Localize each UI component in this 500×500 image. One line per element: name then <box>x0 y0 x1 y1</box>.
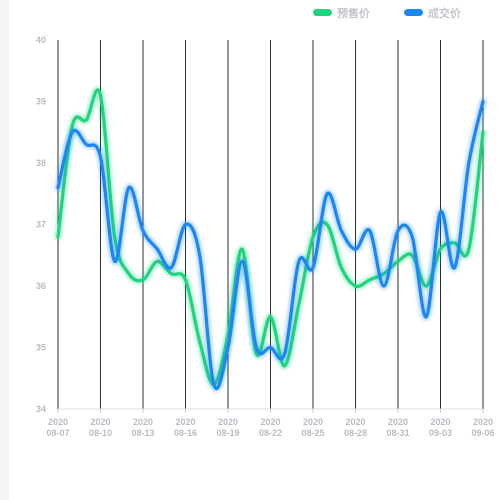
x-tick-year-6: 2020 <box>303 417 323 427</box>
x-tick-date-4: 08-19 <box>216 428 239 438</box>
y-tick-label-1: 35 <box>36 343 46 353</box>
series-1-line <box>56 99 485 390</box>
x-tick-date-3: 08-16 <box>174 428 197 438</box>
x-tick-year-5: 2020 <box>260 417 280 427</box>
y-tick-label-4: 38 <box>36 158 46 168</box>
x-tick-year-10: 2020 <box>473 417 493 427</box>
x-tick-year-8: 2020 <box>388 417 408 427</box>
legend[interactable]: 预售价 成交价 <box>313 6 462 20</box>
legend-label-1: 成交价 <box>428 6 462 20</box>
legend-swatch-0 <box>313 9 332 16</box>
x-tick-year-4: 2020 <box>218 417 238 427</box>
y-tick-label-6: 40 <box>36 35 46 45</box>
legend-item-1[interactable]: 成交价 <box>404 6 462 20</box>
x-tick-date-9: 09-03 <box>429 428 452 438</box>
x-tick-date-8: 08-31 <box>386 428 409 438</box>
x-tick-year-3: 2020 <box>175 417 195 427</box>
series-1-group <box>54 98 487 392</box>
x-axis: 202008-07202008-10202008-13202008-162020… <box>46 408 495 438</box>
x-tick-year-0: 2020 <box>48 417 68 427</box>
legend-swatch-1 <box>404 9 423 16</box>
x-tick-date-6: 08-25 <box>301 428 324 438</box>
x-tick-date-5: 08-22 <box>259 428 282 438</box>
y-tick-label-2: 36 <box>36 281 46 291</box>
x-tick-year-9: 2020 <box>430 417 450 427</box>
x-tick-date-2: 08-13 <box>131 428 154 438</box>
y-tick-label-3: 37 <box>36 220 46 230</box>
x-tick-date-7: 08-28 <box>344 428 367 438</box>
x-tick-year-7: 2020 <box>345 417 365 427</box>
series-lines <box>54 86 487 392</box>
y-tick-label-5: 39 <box>36 97 46 107</box>
y-axis: 34 35 36 37 38 39 40 <box>36 35 46 414</box>
left-panel-strip <box>0 0 9 500</box>
x-tick-date-0: 08-07 <box>46 428 69 438</box>
x-tick-date-1: 08-10 <box>89 428 112 438</box>
x-tick-date-10: 09-06 <box>471 428 494 438</box>
x-tick-year-1: 2020 <box>90 417 110 427</box>
legend-item-0[interactable]: 预售价 <box>313 6 371 20</box>
x-tick-year-2: 2020 <box>133 417 153 427</box>
y-tick-label-0: 34 <box>36 404 46 414</box>
legend-label-0: 预售价 <box>337 6 371 20</box>
